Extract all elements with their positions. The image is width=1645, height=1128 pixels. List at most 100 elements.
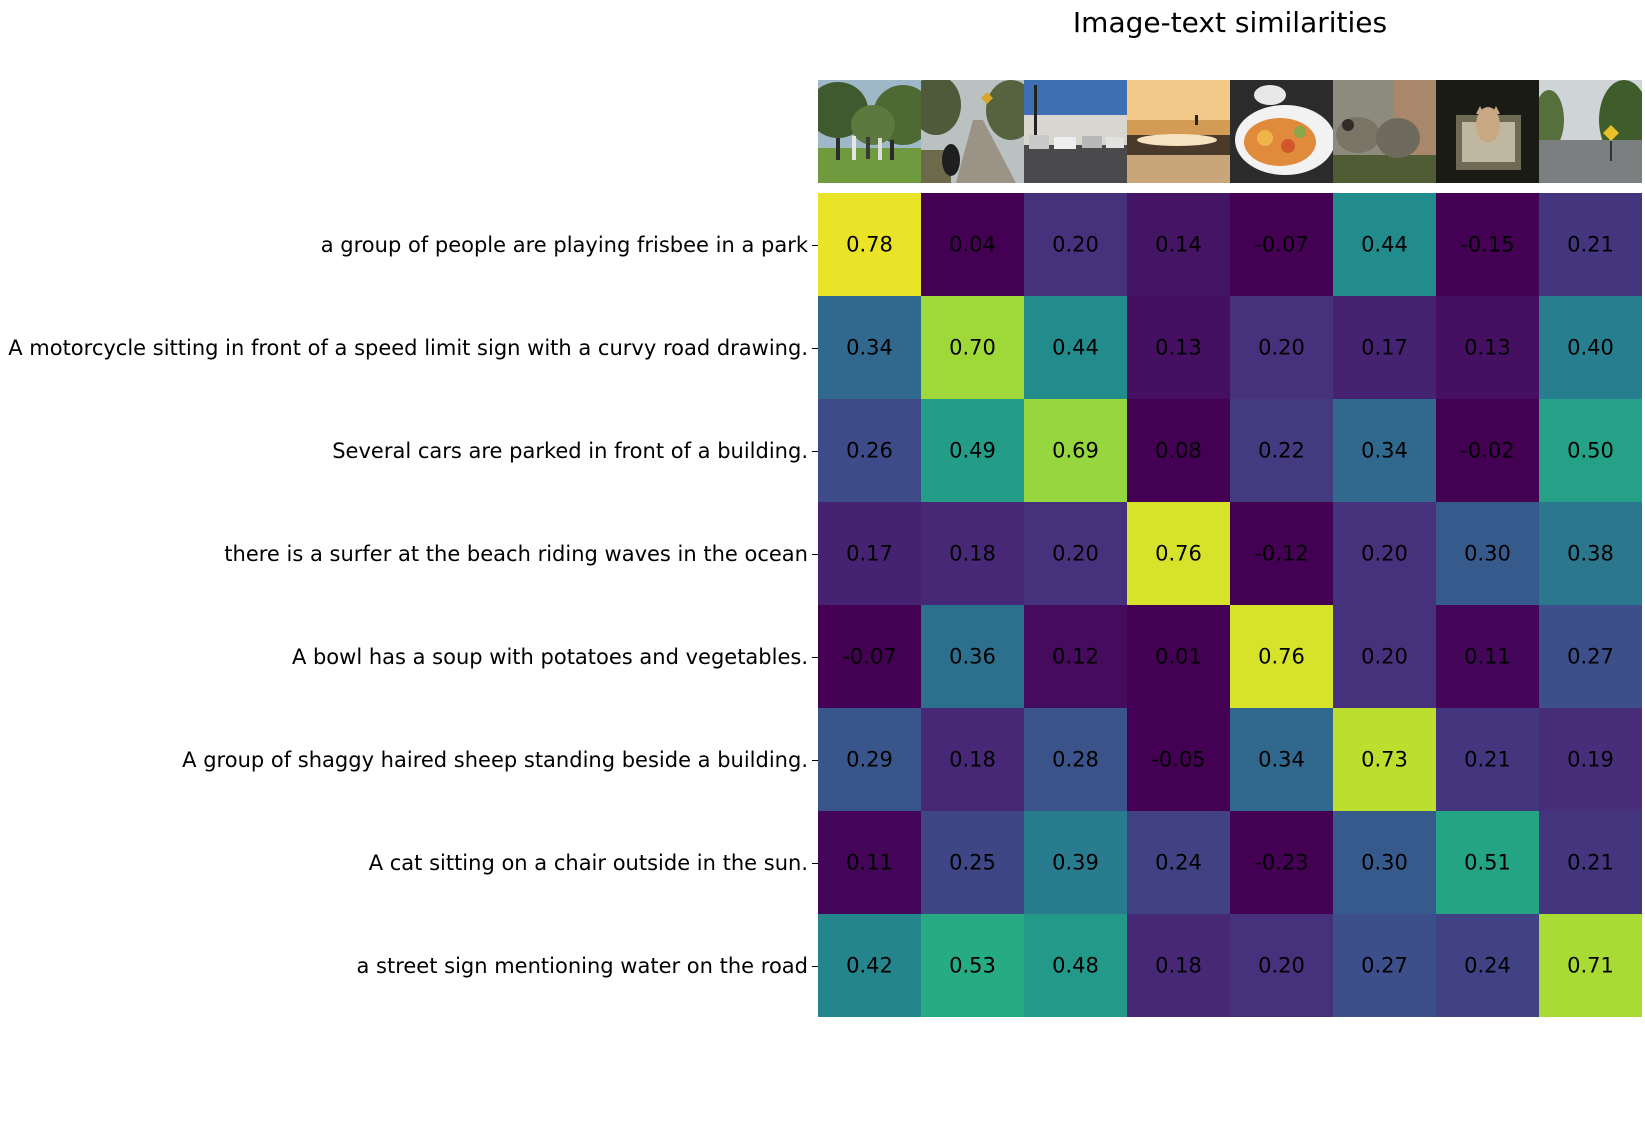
cell-value-label: 0.40 (1567, 336, 1614, 360)
cell-value-label: -0.15 (1460, 233, 1514, 257)
cell-value-label: 0.69 (1052, 439, 1099, 463)
cell-value-label: 0.21 (1464, 748, 1511, 772)
heatmap-cell (1539, 811, 1642, 914)
heatmap-cell (921, 193, 1024, 296)
heatmap-cell (818, 811, 921, 914)
heatmap-cell (1539, 399, 1642, 502)
heatmap-cell (1024, 502, 1127, 605)
cell-value-label: 0.24 (1464, 954, 1511, 978)
cell-value-label: 0.24 (1155, 851, 1202, 875)
cell-value-label: -0.02 (1460, 439, 1514, 463)
surfer-ocean-photo (1127, 80, 1230, 183)
heatmap-cell (921, 914, 1024, 1017)
cell-value-label: 0.20 (1361, 542, 1408, 566)
cell-value-label: 0.48 (1052, 954, 1099, 978)
cell-value-label: 0.76 (1155, 542, 1202, 566)
heatmap-cell (1127, 399, 1230, 502)
heatmap-cell (1127, 193, 1230, 296)
heatmap-cell (1024, 605, 1127, 708)
heatmap-cell (1333, 605, 1436, 708)
cell-value-label: 0.20 (1258, 336, 1305, 360)
y-tick-mark (812, 347, 818, 349)
cell-value-label: 0.29 (846, 748, 893, 772)
cell-value-label: 0.17 (846, 542, 893, 566)
cell-value-label: 0.17 (1361, 336, 1408, 360)
heatmap-cell (1230, 193, 1333, 296)
cell-value-label: 0.20 (1052, 542, 1099, 566)
row-label: there is a surfer at the beach riding wa… (224, 541, 808, 566)
cell-value-label: 0.14 (1155, 233, 1202, 257)
heatmap-cell (1333, 502, 1436, 605)
cell-value-label: 0.25 (949, 851, 996, 875)
row-label: a street sign mentioning water on the ro… (356, 953, 809, 978)
cell-value-label: 0.78 (846, 233, 893, 257)
cell-value-label: 0.51 (1464, 851, 1511, 875)
heatmap-cell (1230, 914, 1333, 1017)
cell-value-label: 0.26 (846, 439, 893, 463)
cell-value-label: 0.28 (1052, 748, 1099, 772)
heatmap-cell (1127, 708, 1230, 811)
chart-title: Image-text similarities (1072, 6, 1388, 39)
heatmap-cell (1127, 914, 1230, 1017)
row-label: A bowl has a soup with potatoes and vege… (291, 644, 808, 669)
cell-value-label: 0.36 (949, 645, 996, 669)
heatmap-cell (1436, 193, 1539, 296)
cell-value-label: 0.76 (1258, 645, 1305, 669)
heatmap-cell (921, 399, 1024, 502)
cat-chair-photo (1436, 80, 1539, 183)
heatmap-cell (1539, 296, 1642, 399)
cell-value-label: 0.73 (1361, 748, 1408, 772)
row-label: a group of people are playing frisbee in… (320, 232, 808, 257)
heatmap-cell (1230, 502, 1333, 605)
heatmap-cell (1539, 193, 1642, 296)
cell-value-label: 0.27 (1567, 645, 1614, 669)
heatmap-cell (1436, 502, 1539, 605)
cell-value-label: 0.30 (1464, 542, 1511, 566)
cell-value-label: 0.34 (1361, 439, 1408, 463)
cell-value-label: 0.53 (949, 954, 996, 978)
heatmap-cell (1436, 811, 1539, 914)
heatmap-cell (818, 914, 921, 1017)
cell-value-label: 0.70 (949, 336, 996, 360)
heatmap-cell (1333, 914, 1436, 1017)
heatmap-cell (1024, 296, 1127, 399)
heatmap-cell (1127, 296, 1230, 399)
heatmap-cell (818, 399, 921, 502)
y-tick-mark (812, 450, 818, 452)
y-tick-mark (812, 656, 818, 658)
cell-value-label: 0.04 (949, 233, 996, 257)
y-tick-mark (812, 862, 818, 864)
cell-value-label: 0.50 (1567, 439, 1614, 463)
heatmap-cell (1333, 296, 1436, 399)
cell-value-label: -0.23 (1254, 851, 1308, 875)
motorcycle-road-photo (921, 80, 1024, 183)
cell-value-label: 0.01 (1155, 645, 1202, 669)
heatmap-cell (818, 502, 921, 605)
heatmap-cell (921, 296, 1024, 399)
cell-value-label: 0.49 (949, 439, 996, 463)
heatmap-cell (1333, 811, 1436, 914)
heatmap-cell (1539, 914, 1642, 1017)
street-sign-photo (1539, 80, 1642, 183)
cell-value-label: 0.11 (1464, 645, 1511, 669)
heatmap-cell (1024, 811, 1127, 914)
parked-cars-photo (1024, 80, 1127, 183)
cell-value-label: 0.21 (1567, 233, 1614, 257)
cell-value-label: 0.13 (1464, 336, 1511, 360)
heatmap-cell (1127, 811, 1230, 914)
cell-value-label: 0.18 (949, 542, 996, 566)
heatmap-cell (1436, 605, 1539, 708)
cell-value-label: 0.18 (949, 748, 996, 772)
row-label: A group of shaggy haired sheep standing … (182, 747, 808, 772)
heatmap-cell (1024, 193, 1127, 296)
heatmap-cell (1436, 296, 1539, 399)
cell-value-label: -0.07 (1254, 233, 1308, 257)
cell-value-label: -0.05 (1151, 748, 1205, 772)
row-label: A cat sitting on a chair outside in the … (368, 850, 808, 875)
cell-value-label: 0.44 (1361, 233, 1408, 257)
heatmap: 0.78 0.04 0.20 0.14 -0.07 0.44 -0.15 0.21 0.34 0.… (818, 193, 1642, 1017)
heatmap-cell (1436, 708, 1539, 811)
heatmap-cell (1539, 502, 1642, 605)
heatmap-cell (1024, 399, 1127, 502)
heatmap-cell (921, 605, 1024, 708)
